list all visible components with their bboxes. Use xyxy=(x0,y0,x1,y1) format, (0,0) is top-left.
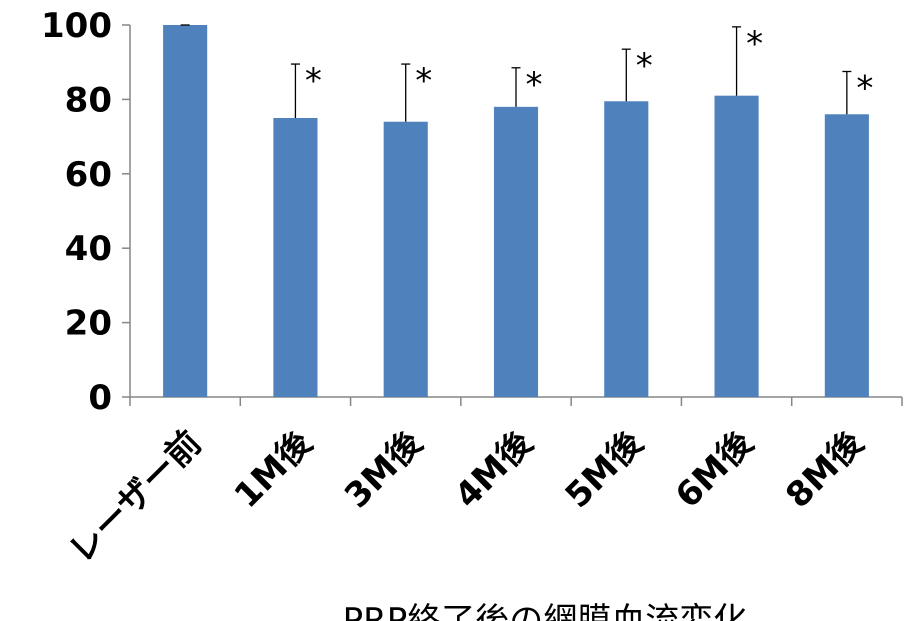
bar xyxy=(824,114,869,397)
x-tick-label: 4M後 xyxy=(447,422,541,516)
y-tick-label: 80 xyxy=(65,80,112,120)
significance-marker: * xyxy=(305,61,322,101)
y-tick-label: 20 xyxy=(65,304,112,344)
significance-marker: * xyxy=(856,69,873,109)
x-axis xyxy=(129,396,903,406)
bar xyxy=(714,95,759,398)
x-tick-label: 1M後 xyxy=(227,422,321,516)
y-axis: 0 20 40 60 80 100 xyxy=(41,6,131,418)
y-tick-label: 100 xyxy=(41,6,112,46)
x-tick-label: 6M後 xyxy=(668,422,762,516)
bars xyxy=(163,25,869,398)
significance-marker: * xyxy=(526,65,543,105)
x-tick-label: レーザー前 xyxy=(61,423,209,571)
error-bars xyxy=(180,24,852,122)
bar xyxy=(493,106,539,397)
x-tick-label: 3M後 xyxy=(337,422,431,516)
x-axis-label: PRP終了後の網膜血流変化 xyxy=(343,601,748,621)
bar xyxy=(383,121,428,397)
significance-marker: * xyxy=(636,46,653,86)
significance-marker: * xyxy=(746,24,763,64)
y-tick-label: 0 xyxy=(88,378,112,418)
y-tick-label: 60 xyxy=(65,155,112,195)
significance-markers: * * * * * * xyxy=(305,24,873,109)
bar xyxy=(604,101,649,397)
x-tick-label: 8M後 xyxy=(778,422,872,516)
bar xyxy=(163,25,208,397)
x-tick-labels: レーザー前 1M後 3M後 4M後 5M後 6M後 8M後 xyxy=(61,422,871,571)
bar xyxy=(273,118,318,397)
x-tick-label: 5M後 xyxy=(558,422,652,516)
significance-marker: * xyxy=(415,61,432,101)
y-tick-label: 40 xyxy=(65,229,112,269)
